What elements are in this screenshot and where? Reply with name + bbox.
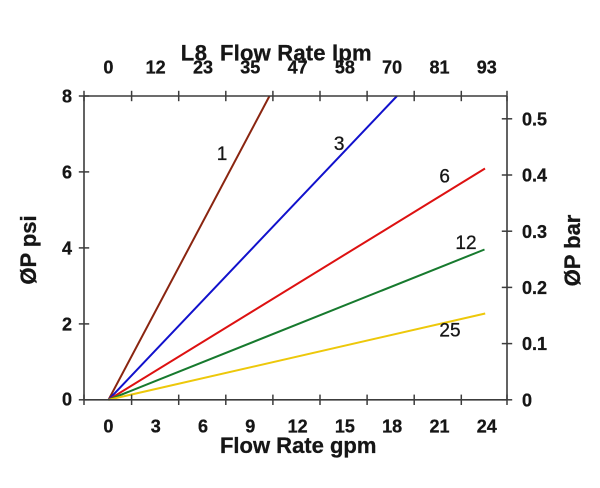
svg-text:L8: L8 bbox=[181, 41, 208, 66]
svg-text:18: 18 bbox=[382, 417, 402, 437]
svg-text:3: 3 bbox=[334, 134, 345, 155]
svg-text:0.1: 0.1 bbox=[522, 334, 547, 354]
svg-text:0: 0 bbox=[522, 390, 532, 410]
svg-text:Flow Rate lpm: Flow Rate lpm bbox=[220, 41, 372, 66]
svg-text:6: 6 bbox=[439, 166, 450, 187]
svg-text:3: 3 bbox=[151, 417, 161, 437]
svg-text:12: 12 bbox=[146, 58, 166, 78]
svg-text:0.5: 0.5 bbox=[522, 109, 547, 129]
svg-text:ØP psi: ØP psi bbox=[16, 215, 41, 284]
svg-text:93: 93 bbox=[477, 58, 497, 78]
svg-text:35: 35 bbox=[240, 58, 260, 78]
svg-text:58: 58 bbox=[335, 58, 355, 78]
svg-text:4: 4 bbox=[62, 239, 72, 259]
svg-text:21: 21 bbox=[429, 417, 449, 437]
svg-text:0: 0 bbox=[103, 58, 113, 78]
svg-text:6: 6 bbox=[62, 163, 72, 183]
svg-text:12: 12 bbox=[288, 417, 308, 437]
svg-text:12: 12 bbox=[455, 233, 476, 254]
svg-text:0.3: 0.3 bbox=[522, 222, 547, 242]
svg-text:0: 0 bbox=[103, 417, 113, 437]
svg-text:Flow Rate gpm: Flow Rate gpm bbox=[220, 433, 376, 458]
svg-text:6: 6 bbox=[198, 417, 208, 437]
svg-text:0.4: 0.4 bbox=[522, 166, 547, 186]
svg-text:70: 70 bbox=[382, 58, 402, 78]
svg-text:81: 81 bbox=[429, 58, 449, 78]
svg-text:2: 2 bbox=[62, 315, 72, 335]
svg-text:25: 25 bbox=[439, 321, 460, 342]
svg-text:ØP bar: ØP bar bbox=[560, 214, 585, 286]
svg-text:24: 24 bbox=[477, 417, 497, 437]
svg-text:0: 0 bbox=[62, 389, 72, 409]
svg-text:9: 9 bbox=[245, 417, 255, 437]
svg-text:1: 1 bbox=[217, 144, 228, 165]
svg-text:23: 23 bbox=[193, 58, 213, 78]
svg-text:15: 15 bbox=[335, 417, 355, 437]
svg-text:47: 47 bbox=[288, 58, 308, 78]
svg-text:8: 8 bbox=[62, 87, 72, 107]
svg-text:0.2: 0.2 bbox=[522, 278, 547, 298]
